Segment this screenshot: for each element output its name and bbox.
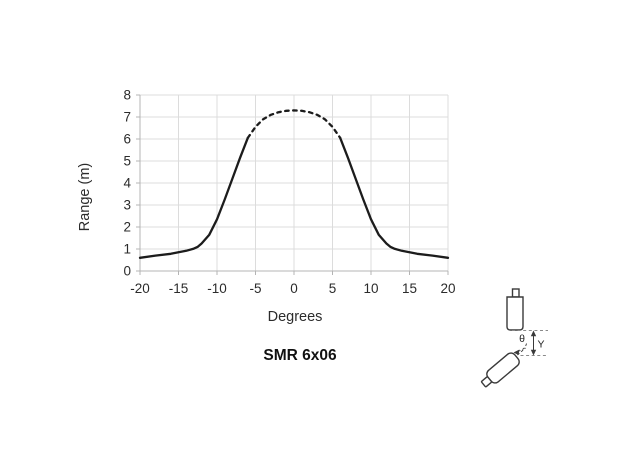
x-axis-title: Degrees bbox=[268, 309, 323, 325]
svg-text:15: 15 bbox=[402, 281, 417, 296]
beam-curve-dashed-top bbox=[246, 109, 342, 140]
svg-text:-10: -10 bbox=[207, 281, 227, 296]
vertical-sensor-body bbox=[506, 296, 524, 331]
svg-text:-5: -5 bbox=[249, 281, 261, 296]
vertical-sensor-connector bbox=[511, 288, 520, 298]
svg-text:20: 20 bbox=[440, 281, 455, 296]
svg-text:0: 0 bbox=[290, 281, 298, 296]
svg-text:0: 0 bbox=[123, 264, 131, 279]
svg-text:6: 6 bbox=[123, 132, 131, 147]
theta-angle-arc bbox=[515, 343, 527, 352]
svg-text:8: 8 bbox=[123, 88, 131, 103]
theta-arc-arrow-icon bbox=[513, 349, 520, 355]
chart-tick-labels: -20 -15 -10 -5 0 5 10 15 20 0 1 2 3 4 5 6 7 8 bbox=[123, 88, 455, 296]
beam-curve-solid-left bbox=[138, 136, 249, 259]
svg-text:2: 2 bbox=[123, 220, 131, 235]
angled-sensor-axis-line bbox=[517, 347, 526, 356]
svg-text:-15: -15 bbox=[169, 281, 189, 296]
dimension-arrow-down-icon bbox=[530, 349, 537, 356]
y-axis-title: Range (m) bbox=[77, 163, 93, 232]
chart-tickmarks bbox=[136, 94, 449, 275]
chart-caption: SMR 6x06 bbox=[263, 347, 337, 364]
svg-text:10: 10 bbox=[363, 281, 378, 296]
angled-sensor-icon bbox=[480, 352, 520, 388]
svg-text:5: 5 bbox=[123, 154, 131, 169]
angled-sensor-connector bbox=[480, 376, 493, 388]
beam-curve-solid-right bbox=[339, 136, 450, 259]
vertical-sensor-icon bbox=[506, 288, 524, 331]
svg-text:-20: -20 bbox=[130, 281, 150, 296]
svg-text:1: 1 bbox=[123, 242, 131, 257]
sensor-orientation-diagram: Y θ bbox=[480, 288, 548, 388]
theta-angle-label: θ bbox=[519, 333, 525, 345]
svg-text:7: 7 bbox=[123, 110, 131, 125]
chart-gridlines bbox=[139, 94, 449, 272]
dimension-arrow-up-icon bbox=[530, 330, 537, 337]
y-dimension-label: Y bbox=[538, 339, 545, 351]
svg-text:5: 5 bbox=[329, 281, 337, 296]
svg-text:4: 4 bbox=[123, 176, 131, 191]
svg-text:3: 3 bbox=[123, 198, 131, 213]
